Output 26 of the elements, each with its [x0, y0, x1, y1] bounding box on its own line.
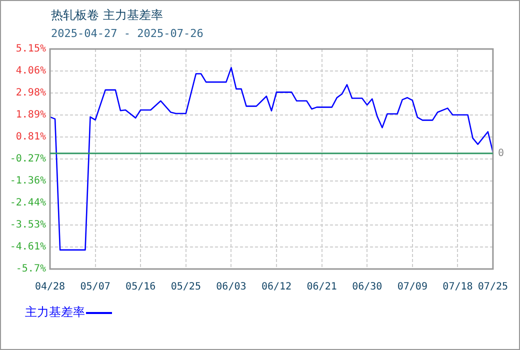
y-tick-label: -1.36% — [10, 176, 46, 187]
x-tick-label: 06/12 — [261, 282, 292, 293]
chart-title: 热轧板卷 主力基差率 — [51, 7, 163, 24]
y-tick-label: 1.89% — [16, 110, 46, 121]
legend-label: 主力基差率 — [25, 304, 85, 321]
y-tick-label: 2.98% — [16, 88, 46, 99]
x-tick-label: 07/25 — [478, 282, 508, 293]
x-tick-label: 05/16 — [126, 282, 156, 293]
x-tick-label: 06/30 — [352, 282, 382, 293]
x-tick-label: 05/25 — [170, 282, 201, 293]
x-tick-label: 04/28 — [34, 282, 66, 293]
x-tick-label: 05/07 — [80, 282, 110, 293]
ref-line-label: 0 — [498, 148, 504, 160]
x-tick-label: 06/03 — [216, 282, 246, 293]
y-tick-label: -5.7% — [16, 264, 46, 275]
y-tick-label: -4.61% — [10, 241, 46, 252]
y-tick-label: 5.15% — [16, 44, 46, 55]
x-tick-label: 07/18 — [442, 282, 473, 293]
y-tick-label: -3.53% — [10, 220, 46, 231]
y-tick-label: -0.27% — [10, 153, 46, 164]
x-tick-label: 07/09 — [397, 282, 428, 293]
y-tick-label: -2.44% — [10, 197, 46, 208]
chart-subtitle: 2025-04-27 - 2025-07-26 — [51, 27, 204, 40]
y-tick-label: 4.06% — [16, 66, 46, 77]
y-tick-label: 0.81% — [16, 132, 46, 143]
x-tick-label: 06/21 — [306, 282, 337, 293]
